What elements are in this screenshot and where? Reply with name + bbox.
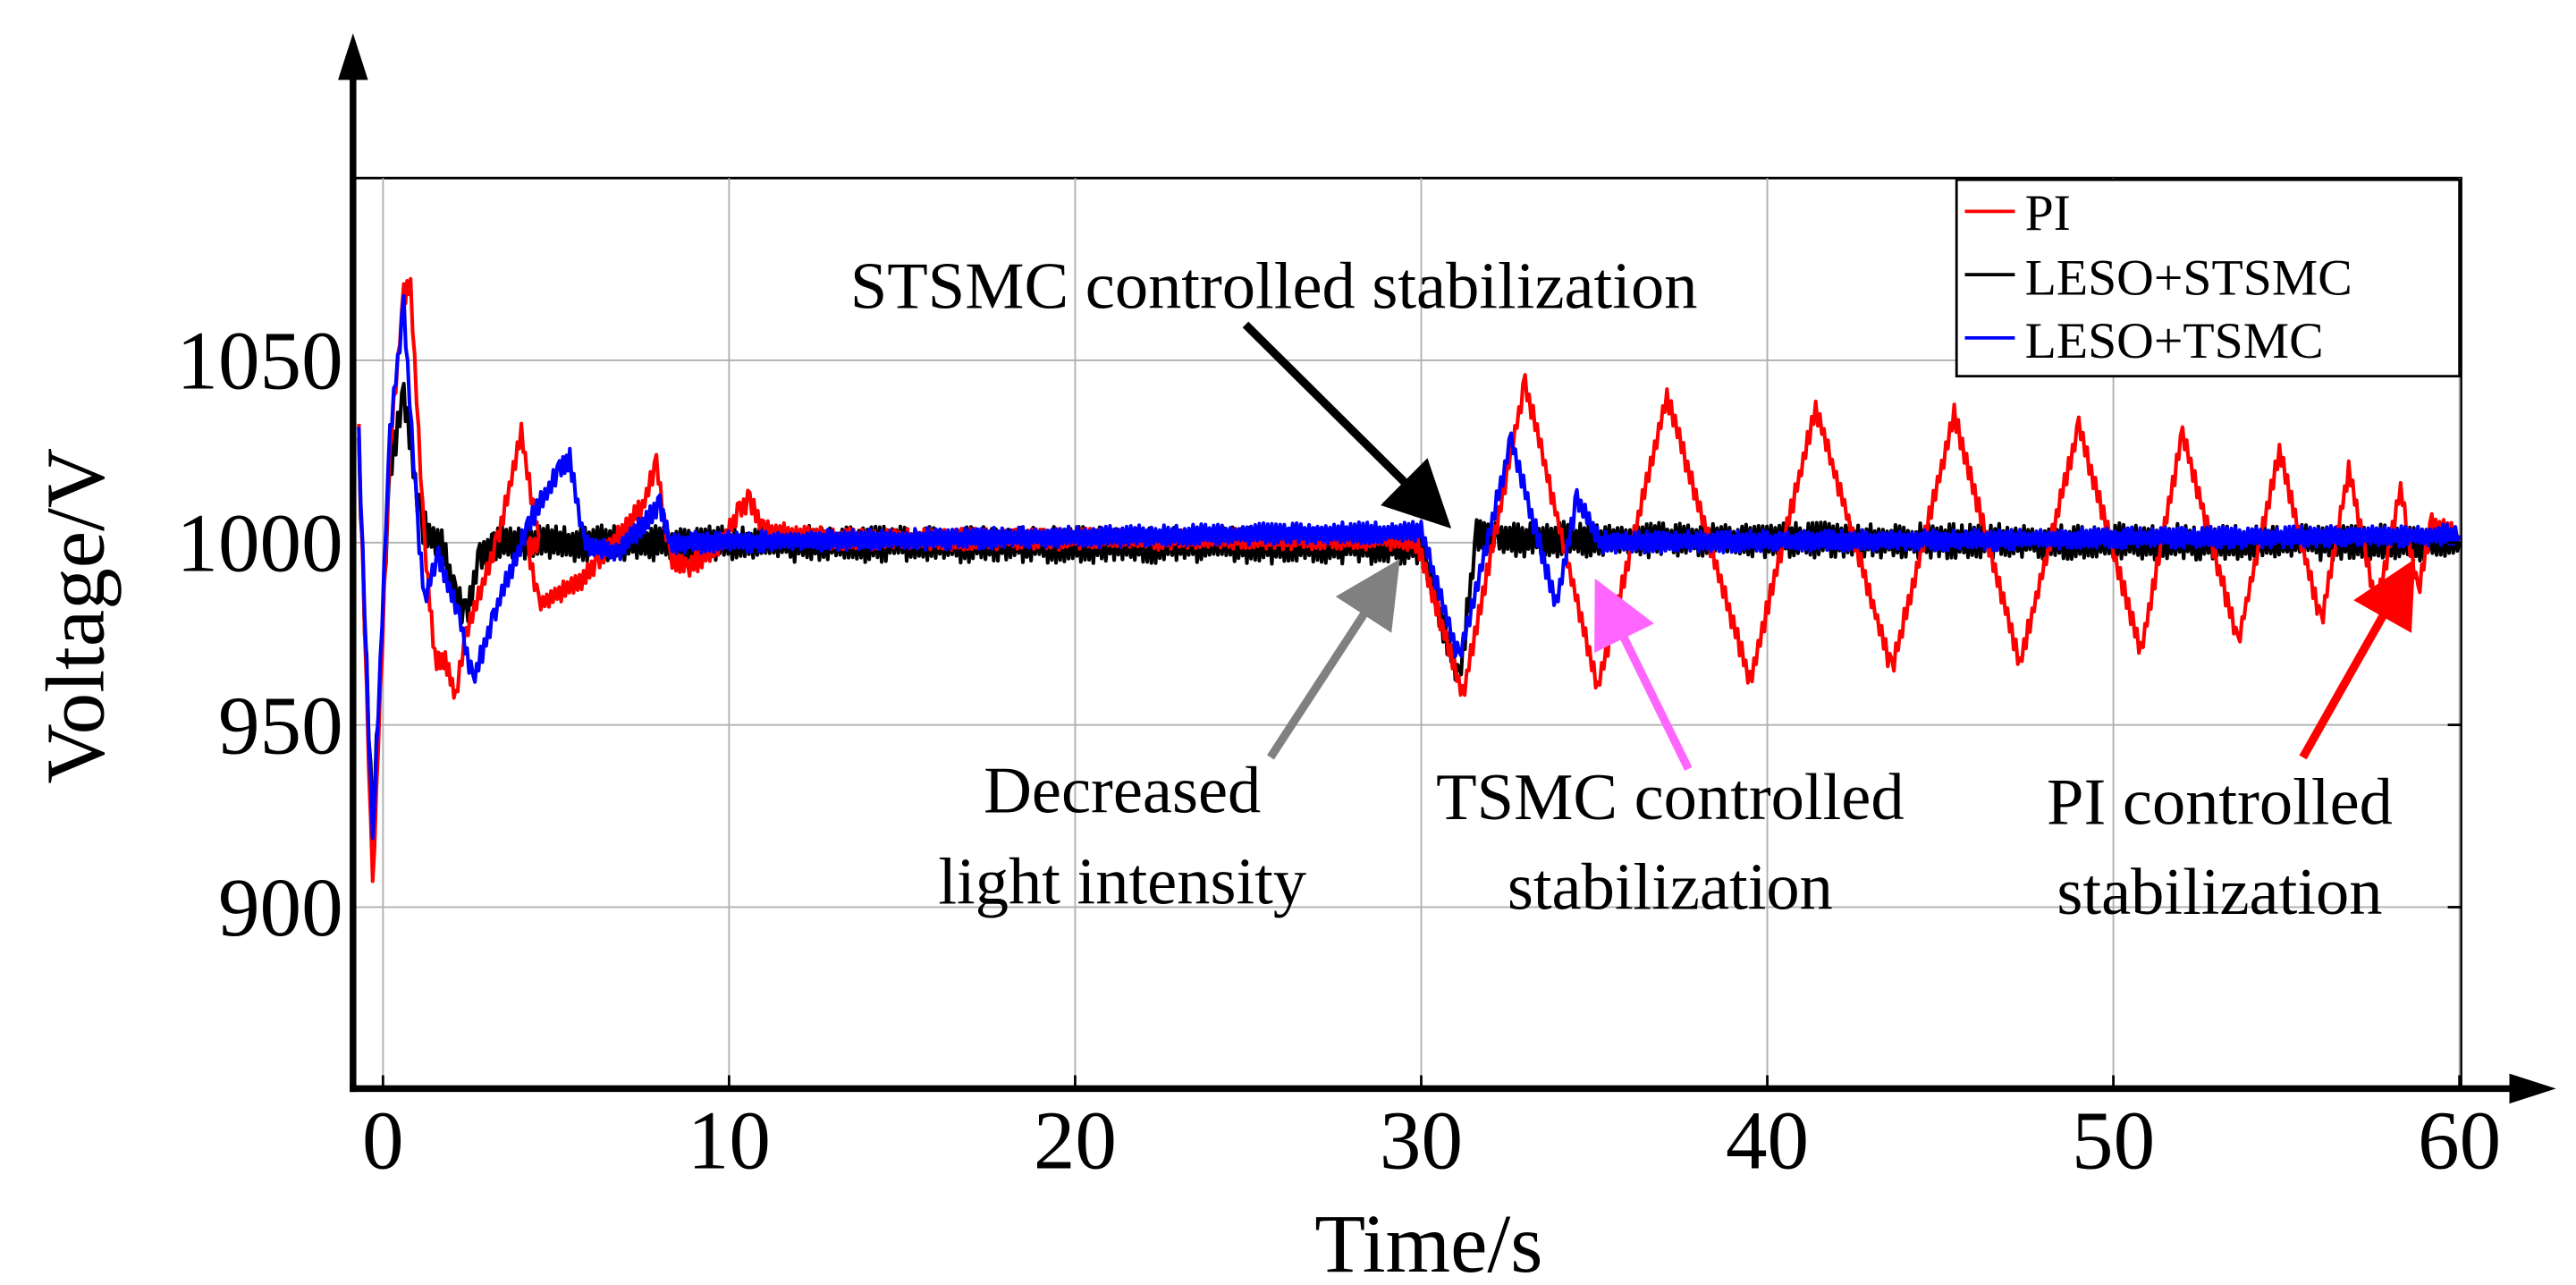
y-tick-label: 950 — [218, 680, 343, 772]
x-axis-arrow — [2509, 1073, 2556, 1104]
legend: PI LESO+STSMC LESO+TSMC — [1955, 178, 2462, 378]
x-tick-label: 20 — [1034, 1095, 1117, 1188]
annotation-pi-line2: stabilization — [2057, 856, 2382, 929]
annotation-decreased: Decreased — [984, 754, 1261, 827]
annotation-pi-line1: PI controlled — [2047, 765, 2393, 839]
data-series — [357, 276, 2462, 883]
y-tick-label: 1050 — [176, 316, 342, 408]
legend-label-leso-stsmc: LESO+STSMC — [2025, 249, 2352, 306]
series-line-leso-tsmc — [357, 293, 2462, 841]
annotations: STSMC controlled stabilization Decreased… — [850, 249, 2416, 929]
annotation-stsmc-arrow — [1242, 321, 1452, 529]
annotation-decreased-arrow — [1267, 559, 1400, 760]
x-tick-label: 0 — [362, 1095, 404, 1188]
x-tick-label: 40 — [1726, 1095, 1809, 1188]
legend-box — [1955, 178, 2462, 378]
x-axis-label: Time/s — [1314, 1198, 1542, 1285]
x-tick-label: 60 — [2418, 1095, 2501, 1188]
y-tick-label: 900 — [218, 862, 343, 954]
annotation-pi-arrow — [2299, 558, 2416, 760]
tick-labels: 0 10 20 30 40 50 60 900 950 1000 1050 — [176, 316, 2501, 1188]
annotation-stsmc: STSMC controlled stabilization — [850, 249, 1698, 323]
legend-label-leso-tsmc: LESO+TSMC — [2025, 313, 2324, 369]
legend-label-pi: PI — [2025, 185, 2071, 241]
y-axis-arrow — [338, 33, 368, 80]
x-tick-label: 10 — [688, 1095, 771, 1188]
y-axis-label: Voltage/V — [30, 448, 122, 784]
annotation-tsmc-line1: TSMC controlled — [1436, 761, 1904, 834]
annotation-tsmc-line2: stabilization — [1508, 850, 1833, 924]
x-tick-label: 50 — [2072, 1095, 2155, 1188]
y-tick-label: 1000 — [176, 497, 342, 589]
axes — [338, 33, 2556, 1104]
annotation-tsmc-arrow — [1594, 578, 1693, 772]
annotation-light-intensity: light intensity — [938, 846, 1306, 919]
x-tick-label: 30 — [1380, 1095, 1463, 1188]
